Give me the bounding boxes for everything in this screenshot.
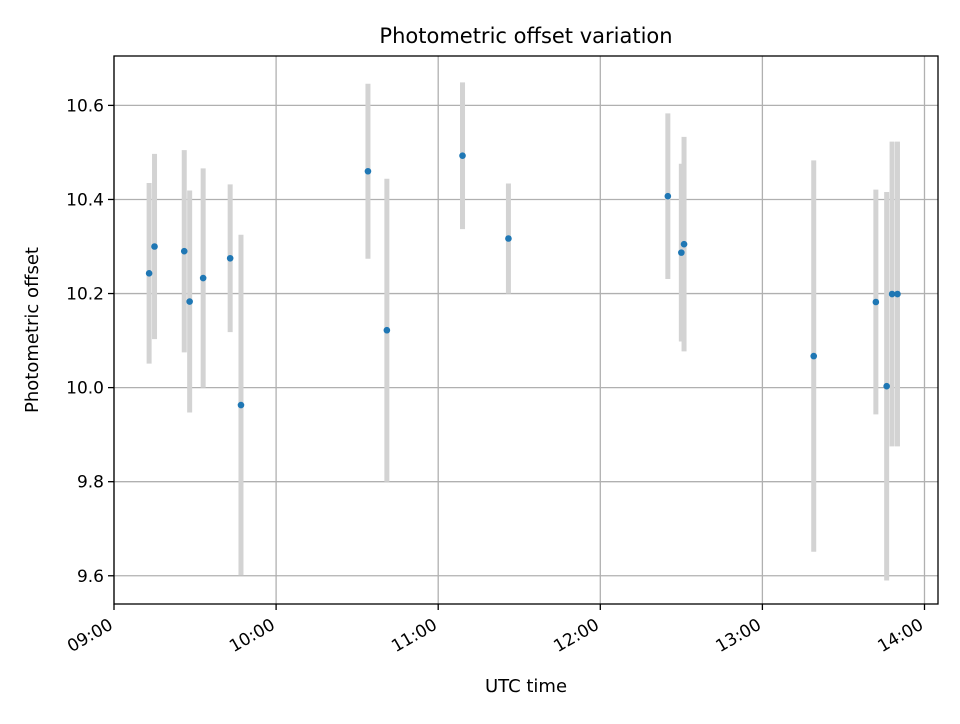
y-tick-label: 10.4	[66, 190, 104, 210]
data-point	[883, 382, 890, 390]
grid-lines	[113, 56, 938, 604]
data-point	[145, 270, 153, 277]
x-axis-label: UTC time	[485, 676, 567, 697]
y-axis-label: Photometric offset	[22, 247, 43, 413]
data-point	[680, 240, 688, 248]
data-point	[199, 274, 207, 282]
y-tick-label: 10.0	[66, 379, 104, 399]
data-point	[364, 167, 372, 175]
data-point	[505, 235, 512, 242]
data-point	[888, 290, 896, 298]
data-point	[226, 254, 234, 262]
data-point	[151, 243, 158, 250]
data-points	[145, 152, 901, 409]
y-tick-label: 10.6	[66, 96, 104, 116]
data-point	[678, 249, 685, 256]
data-point	[894, 290, 901, 298]
y-tick-label: 10.2	[66, 285, 104, 305]
plot-frame	[113, 55, 939, 605]
y-tick-label: 9.8	[77, 473, 104, 493]
data-point	[872, 298, 880, 306]
data-point	[186, 298, 193, 305]
data-point	[664, 192, 672, 200]
y-tick-label: 9.6	[77, 567, 104, 587]
data-point	[459, 152, 466, 160]
data-point	[180, 247, 188, 255]
chart-title: Photometric offset variation	[379, 24, 672, 48]
data-point	[237, 401, 245, 409]
data-point	[810, 352, 818, 360]
data-point	[383, 326, 391, 334]
